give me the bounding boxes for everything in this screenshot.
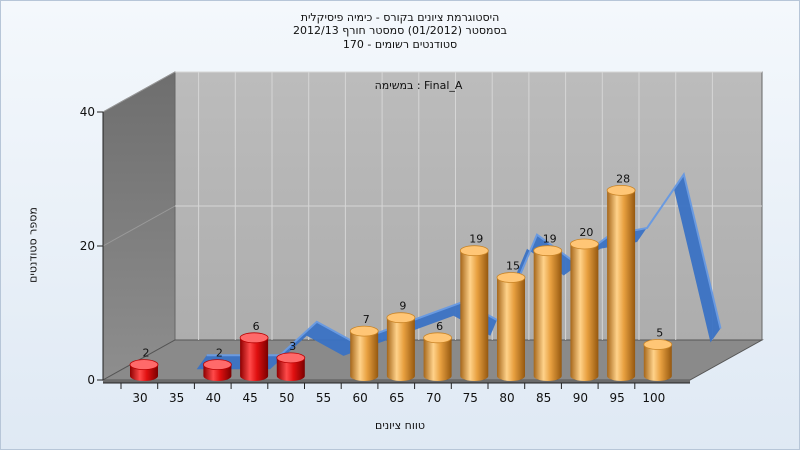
x-tick-label: 35	[169, 391, 184, 405]
bar	[386, 317, 415, 382]
bar	[643, 344, 672, 382]
bar-value-label: 19	[469, 233, 483, 246]
bar-top	[349, 325, 379, 337]
bar-top	[459, 245, 489, 257]
bar-top	[386, 312, 416, 324]
bar	[240, 337, 269, 382]
bar	[276, 357, 305, 382]
bar-value-label: 7	[363, 313, 370, 326]
y-tick-label: 0	[87, 373, 95, 387]
x-tick-label: 45	[242, 391, 257, 405]
bar	[350, 331, 379, 382]
x-tick-label: 50	[279, 391, 294, 405]
y-tick-label: 40	[80, 105, 95, 119]
x-tick-label: 100	[642, 391, 665, 405]
bar	[460, 250, 489, 382]
bar-value-label: 19	[543, 233, 557, 246]
x-tick-label: 90	[573, 391, 588, 405]
bar-top	[606, 184, 636, 196]
chart-title-line-1: היסטוגרמת ציונים בקורס - כימיה פיסיקלית	[300, 11, 500, 24]
floor-edge	[103, 380, 690, 383]
x-tick-label: 80	[499, 391, 514, 405]
bar-top	[570, 238, 599, 250]
bar	[570, 244, 599, 382]
bar-top	[643, 339, 673, 350]
bar-top	[276, 352, 306, 364]
y-tick-label: 20	[80, 239, 95, 253]
bar-top	[129, 359, 159, 371]
y-axis-label: מספר סטודנטים	[26, 207, 40, 283]
bar-value-label: 28	[616, 172, 630, 185]
bar	[497, 277, 525, 381]
bar	[533, 250, 562, 382]
grid-line-side	[102, 205, 176, 247]
bar-value-label: 20	[579, 226, 593, 239]
bar-top	[239, 332, 269, 344]
x-tick-label: 75	[463, 391, 478, 405]
bar-top	[496, 272, 526, 283]
x-tick-label: 30	[132, 391, 147, 405]
bar-value-label: 2	[143, 347, 150, 360]
chart-annotation: במשימה : Final_A	[375, 79, 463, 92]
chart-title-line-3: סטודנטים רשומים - 170	[342, 38, 458, 51]
bar-value-label: 6	[436, 320, 443, 333]
bar-value-label: 3	[289, 340, 296, 353]
bar-value-label: 5	[656, 327, 663, 340]
bar	[423, 337, 452, 382]
grid-line-side	[102, 71, 176, 113]
x-tick-label: 70	[426, 391, 441, 405]
bar-value-label: 9	[399, 300, 406, 313]
x-axis-label: טווח ציונים	[375, 419, 425, 432]
bar-top	[423, 332, 453, 344]
x-tick-label: 40	[206, 391, 221, 405]
x-tick-label: 55	[316, 391, 331, 405]
x-tick-label: 60	[353, 391, 368, 405]
bar-value-label: 6	[253, 320, 260, 333]
x-tick-label: 95	[609, 391, 624, 405]
x-tick-label: 85	[536, 391, 551, 405]
bar-value-label: 15	[506, 260, 520, 273]
chart-title-line-2: בסמסטר (01/2012) סמסטר חורף 2012/13	[293, 24, 507, 37]
bar-top	[202, 359, 232, 371]
bar-value-label: 2	[216, 347, 223, 360]
bar	[607, 190, 636, 382]
bar-top	[533, 245, 563, 257]
x-tick-label: 65	[389, 391, 404, 405]
